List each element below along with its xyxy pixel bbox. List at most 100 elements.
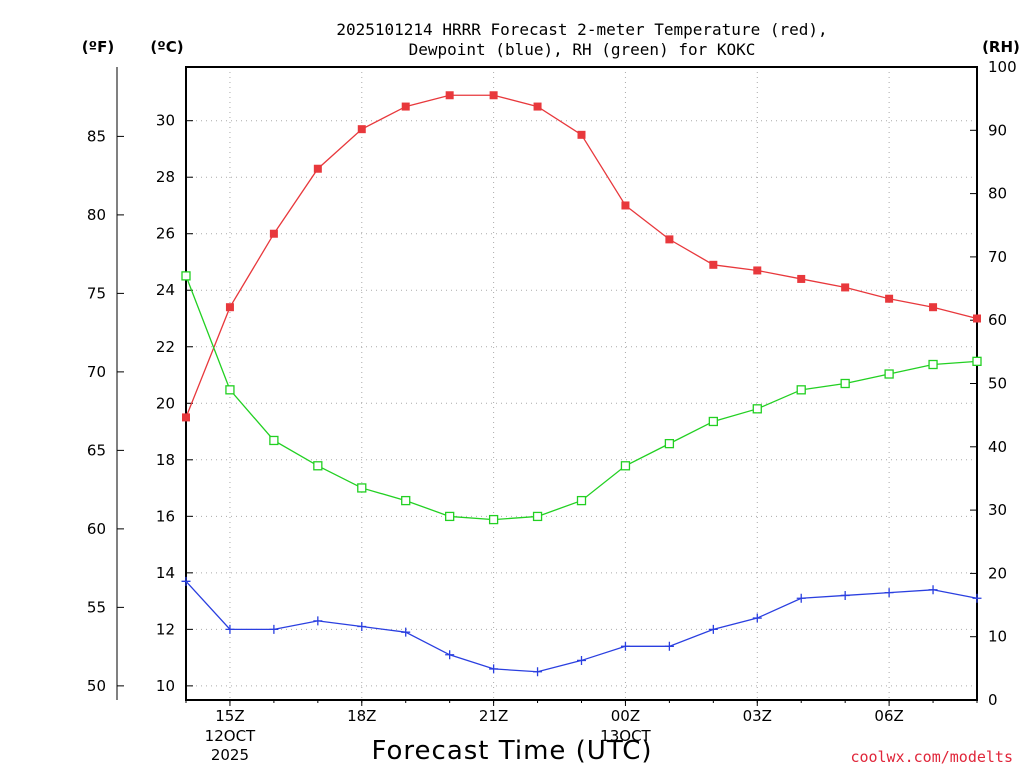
dewpoint-point [884,588,894,598]
dewpoint-point [752,613,762,623]
x-date-label: 12OCT [205,727,256,745]
dewpoint-point [620,641,630,651]
rh-tick-label: 100 [988,58,1017,76]
rh-point [576,495,587,506]
celsius-tick-label: 24 [156,281,175,299]
rh-tick-label: 90 [988,121,1007,139]
x-tick-label: 06Z [874,707,903,725]
rh-point [181,271,191,281]
rh-tick-label: 50 [988,375,1007,393]
dewpoint-point [796,593,806,603]
rh-point [928,359,938,370]
temperature-point [841,283,850,292]
celsius-tick-label: 22 [156,338,175,356]
dewpoint-point [401,627,411,637]
rh-point [752,404,762,414]
dewpoint-point [445,650,455,660]
dewpoint-point [928,585,938,595]
temperature-point [709,260,718,269]
x-tick-label: 21Z [479,707,508,725]
rh-tick-label: 60 [988,311,1007,329]
fahrenheit-tick-label: 75 [87,284,106,302]
rh-point [840,378,850,389]
temperature-point [929,303,938,312]
dewpoint-point [840,590,850,600]
dewpoint-point [577,655,586,665]
dewpoint-point [664,641,674,651]
celsius-tick-label: 30 [156,112,175,130]
x-tick-label: 00Z [611,707,640,725]
celsius-tick-label: 18 [156,451,175,469]
rh-line [185,275,978,521]
chart-title: 2025101214 HRRR Forecast 2-meter Tempera… [336,20,827,39]
x-date-label: 13OCT [600,727,651,745]
temperature-point [313,164,322,173]
celsius-tick-label: 20 [156,394,175,412]
temperature-point [533,102,542,111]
rh-point [884,369,894,379]
dewpoint-point [489,664,499,674]
fahrenheit-tick-label: 55 [87,598,106,616]
rh-point [225,385,235,395]
rh-tick-label: 40 [988,438,1007,456]
temperature-point [885,294,894,303]
dewpoint-point [313,616,323,626]
rh-point [445,511,455,522]
rh-tick-label: 0 [988,691,998,709]
temperature-point [577,130,586,139]
rh-tick-label: 10 [988,628,1007,646]
rh-point [532,511,543,522]
rh-tick-label: 20 [988,564,1007,582]
dewpoint-point [269,624,279,634]
rh-tick-label: 70 [988,248,1007,266]
rh-tick-label: 80 [988,185,1007,203]
fahrenheit-tick-label: 80 [87,206,106,224]
dewpoint-point [181,576,191,586]
chart-subtitle: Dewpoint (blue), RH (green) for KOKC [409,40,756,59]
temperature-point [225,303,234,312]
x-tick-label: 15Z [215,707,244,725]
rh-point [972,356,982,366]
fahrenheit-tick-label: 60 [87,520,106,538]
rh-point [708,416,718,427]
rh-point [796,385,806,395]
temperature-point [665,235,674,244]
data-series [181,91,982,677]
temperature-point [445,91,454,100]
rh-unit-label: (RH) [982,38,1020,56]
dewpoint-point [708,624,718,634]
rh-point [313,461,323,471]
celsius-tick-label: 26 [156,225,175,243]
celsius-tick-label: 28 [156,168,175,186]
gridlines [186,67,977,700]
celsius-tick-label: 10 [156,677,175,695]
temperature-point [797,274,806,283]
rh-point [269,435,279,446]
rh-point [401,495,411,506]
fahrenheit-tick-label: 85 [87,127,106,145]
fahrenheit-unit-label: (ºF) [82,38,114,56]
dewpoint-point [357,622,367,632]
temperature-point [182,413,190,422]
temperature-point [489,91,498,100]
temperature-point [269,229,278,238]
x-year-label: 2025 [211,746,249,764]
x-axis-label: Forecast Time (UTC) [371,736,652,766]
celsius-tick-label: 14 [156,564,175,582]
celsius-tick-label: 16 [156,507,175,525]
temperature-point [753,266,762,275]
x-tick-label: 03Z [743,707,772,725]
rh-point [488,514,499,525]
celsius-unit-label: (ºC) [150,38,183,56]
fahrenheit-tick-label: 65 [87,441,106,459]
temperature-point [401,102,410,111]
dewpoint-point [225,624,235,634]
rh-point [620,461,631,471]
temperature-line [185,94,978,418]
temperature-point [621,201,630,210]
plot-frame [185,66,978,701]
rh-point [357,483,367,493]
credit-label: coolwx.com/modelts [850,748,1013,766]
